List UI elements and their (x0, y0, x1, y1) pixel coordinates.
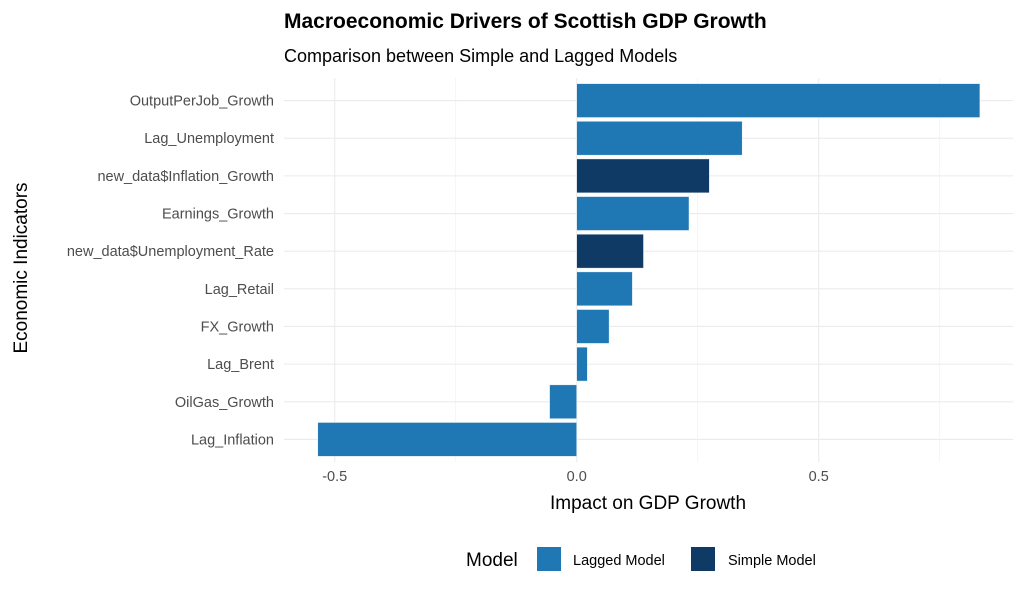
x-tick-label: -0.5 (322, 469, 347, 485)
bar-lag-inflation (317, 422, 578, 457)
y-tick-label: OutputPerJob_Growth (130, 94, 274, 110)
y-axis-title: Economic Indicators (11, 182, 32, 353)
x-tick-label: 0.0 (567, 469, 587, 485)
legend-label-simple-model: Simple Model (728, 553, 816, 569)
y-tick-label: OilGas_Growth (175, 395, 274, 411)
y-tick-label: new_data$Inflation_Growth (97, 169, 274, 185)
bar-earnings-growth (576, 196, 690, 231)
bar-outputperjob-growth (576, 83, 981, 118)
plot-panel (284, 78, 1013, 462)
y-tick-label: Lag_Brent (207, 357, 274, 373)
bar-new-data-unemployment-rate (576, 233, 644, 269)
bar-new-data-inflation-growth (576, 158, 710, 194)
y-tick-label: Lag_Unemployment (144, 131, 274, 147)
legend-swatch-simple-model (691, 547, 715, 571)
bar-fx-growth (576, 309, 610, 344)
x-axis-title: Impact on GDP Growth (550, 493, 746, 514)
legend-swatch-lagged-model (537, 547, 561, 571)
x-tick-label: 0.5 (809, 469, 829, 485)
legend-label-lagged-model: Lagged Model (573, 553, 665, 569)
legend: Model Lagged Model Simple Model (466, 547, 816, 571)
y-tick-label: Lag_Retail (205, 282, 274, 298)
bar-lag-brent (576, 346, 588, 382)
bar-oilgas-growth (549, 384, 578, 420)
bars (317, 83, 981, 457)
y-tick-label: new_data$Unemployment_Rate (67, 244, 274, 260)
y-tick-label: FX_Growth (201, 319, 274, 335)
y-tick-label: Earnings_Growth (162, 207, 274, 223)
chart-title: Macroeconomic Drivers of Scottish GDP Gr… (284, 10, 767, 33)
chart-subtitle: Comparison between Simple and Lagged Mod… (284, 46, 677, 66)
bar-lag-retail (576, 271, 633, 307)
y-tick-label: Lag_Inflation (191, 432, 274, 448)
bar-lag-unemployment (576, 120, 743, 156)
x-axis-tick-labels: -0.5 0.0 0.5 (322, 469, 829, 485)
legend-title: Model (466, 550, 518, 571)
y-axis-tick-labels: OutputPerJob_Growth Lag_Unemployment new_d… (67, 94, 274, 449)
